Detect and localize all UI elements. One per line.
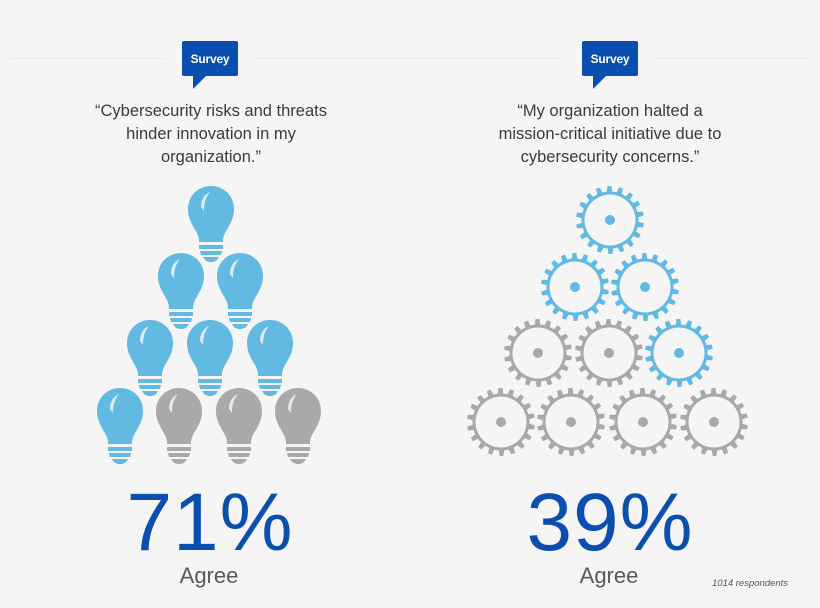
lightbulb-icon: [127, 320, 173, 396]
gear-icon: [611, 253, 679, 321]
lightbulb-icon: [187, 320, 233, 396]
quote-line: organization.”: [161, 148, 261, 166]
quote-left: “Cybersecurity risks and threats hinder …: [61, 100, 361, 169]
quote-line: “Cybersecurity risks and threats: [95, 102, 327, 120]
lightbulb-icon: [97, 388, 143, 464]
lightbulb-icon: [247, 320, 293, 396]
quote-right: “My organization halted a mission-critic…: [460, 100, 760, 169]
lightbulb-icon: [217, 253, 263, 329]
lightbulb-icon: [188, 186, 234, 262]
agree-label-left: Agree: [179, 563, 239, 588]
percent-right: 39%: [526, 477, 694, 568]
gear-icon: [575, 319, 643, 387]
gear-icon: [609, 388, 677, 456]
divider-right: [655, 58, 810, 59]
quote-line: cybersecurity concerns.”: [520, 148, 700, 166]
gear-icon: [576, 186, 644, 254]
gear-icon: [645, 319, 713, 387]
quote-line: hinder innovation in my: [126, 125, 296, 143]
divider-middle: [255, 58, 563, 59]
divider-left: [10, 58, 165, 59]
gear-icon: [680, 388, 748, 456]
gear-icon: [541, 253, 609, 321]
survey-badge-right: Survey: [582, 41, 638, 89]
survey-badge-left: Survey: [182, 41, 238, 89]
lightbulb-icon: [216, 388, 262, 464]
respondents-footnote: 1014 respondents: [712, 578, 789, 589]
lightbulb-icon: [156, 388, 202, 464]
gear-icon: [504, 319, 572, 387]
percent-left: 71%: [126, 477, 294, 568]
gear-icon: [467, 388, 535, 456]
quote-line: mission-critical initiative due to: [498, 125, 722, 143]
lightbulb-pyramid: [97, 186, 321, 464]
agree-label-right: Agree: [579, 563, 639, 588]
gear-pyramid: [467, 186, 748, 456]
lightbulb-icon: [158, 253, 204, 329]
lightbulb-icon: [275, 388, 321, 464]
quote-line: “My organization halted a: [517, 102, 703, 120]
gear-icon: [537, 388, 605, 456]
